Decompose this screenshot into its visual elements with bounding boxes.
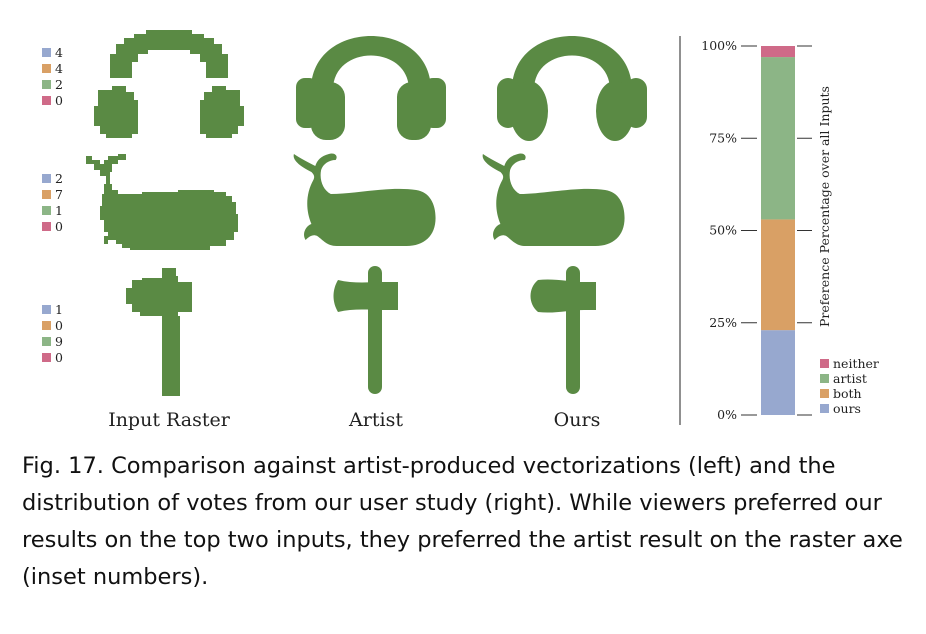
ours-headphones xyxy=(497,36,647,141)
y-tick-label: 100% xyxy=(701,38,737,53)
vote-swatch-ours xyxy=(42,48,51,57)
vote-swatch-ours xyxy=(42,305,51,314)
figure-caption: Fig. 17. Comparison against artist-produ… xyxy=(22,453,903,590)
y-tick-label: 50% xyxy=(709,223,737,238)
legend-label-neither: neither xyxy=(833,356,879,371)
y-axis-title: Preference Percentage over all Inputs xyxy=(817,86,832,327)
ours-axe xyxy=(530,266,596,394)
legend-label-ours: ours xyxy=(833,401,861,416)
vote-count-ours: 2 xyxy=(55,171,63,186)
raster-whale xyxy=(86,154,238,250)
col-label-input-raster: Input Raster xyxy=(108,409,231,431)
vote-swatch-neither xyxy=(42,353,51,362)
vote-count-ours: 1 xyxy=(55,302,63,317)
vote-swatch-both xyxy=(42,321,51,330)
legend-swatch-ours xyxy=(820,404,829,413)
ours-whale xyxy=(482,153,625,246)
vote-count-both: 0 xyxy=(55,318,63,333)
raster-axe xyxy=(126,268,192,396)
legend-swatch-both xyxy=(820,389,829,398)
artist-headphones xyxy=(296,36,446,140)
vote-swatch-both xyxy=(42,64,51,73)
vote-count-artist: 9 xyxy=(55,334,63,349)
legend-label-artist: artist xyxy=(833,371,867,386)
raster-headphones xyxy=(94,30,244,138)
vote-swatch-artist xyxy=(42,80,51,89)
vote-swatch-both xyxy=(42,190,51,199)
bar-segment-neither xyxy=(761,46,795,58)
vote-count-artist: 1 xyxy=(55,203,63,218)
vote-swatch-artist xyxy=(42,337,51,346)
shape-grid xyxy=(86,30,647,396)
vote-swatch-ours xyxy=(42,174,51,183)
bar-segment-both xyxy=(761,219,795,331)
vote-swatch-neither xyxy=(42,222,51,231)
y-tick-label: 0% xyxy=(717,407,737,422)
artist-whale xyxy=(293,153,436,246)
legend-label-both: both xyxy=(833,386,862,401)
vote-count-ours: 4 xyxy=(55,45,63,60)
vote-swatch-artist xyxy=(42,206,51,215)
vote-swatch-neither xyxy=(42,96,51,105)
y-tick-label: 75% xyxy=(709,130,737,145)
bar-segment-artist xyxy=(761,57,795,220)
vote-count-artist: 2 xyxy=(55,77,63,92)
artist-axe xyxy=(333,266,398,394)
legend-swatch-neither xyxy=(820,359,829,368)
vote-count-neither: 0 xyxy=(55,350,63,365)
preference-chart: 0% 25% 50% 75% 100% Preference Percentage ove… xyxy=(701,38,879,422)
legend-swatch-artist xyxy=(820,374,829,383)
vote-count-neither: 0 xyxy=(55,93,63,108)
vote-count-both: 7 xyxy=(55,187,63,202)
vote-count-neither: 0 xyxy=(55,219,63,234)
col-label-ours: Ours xyxy=(554,409,601,431)
vote-count-both: 4 xyxy=(55,61,63,76)
col-label-artist: Artist xyxy=(348,409,403,431)
y-tick-label: 25% xyxy=(709,315,737,330)
bar-segment-ours xyxy=(761,330,795,415)
